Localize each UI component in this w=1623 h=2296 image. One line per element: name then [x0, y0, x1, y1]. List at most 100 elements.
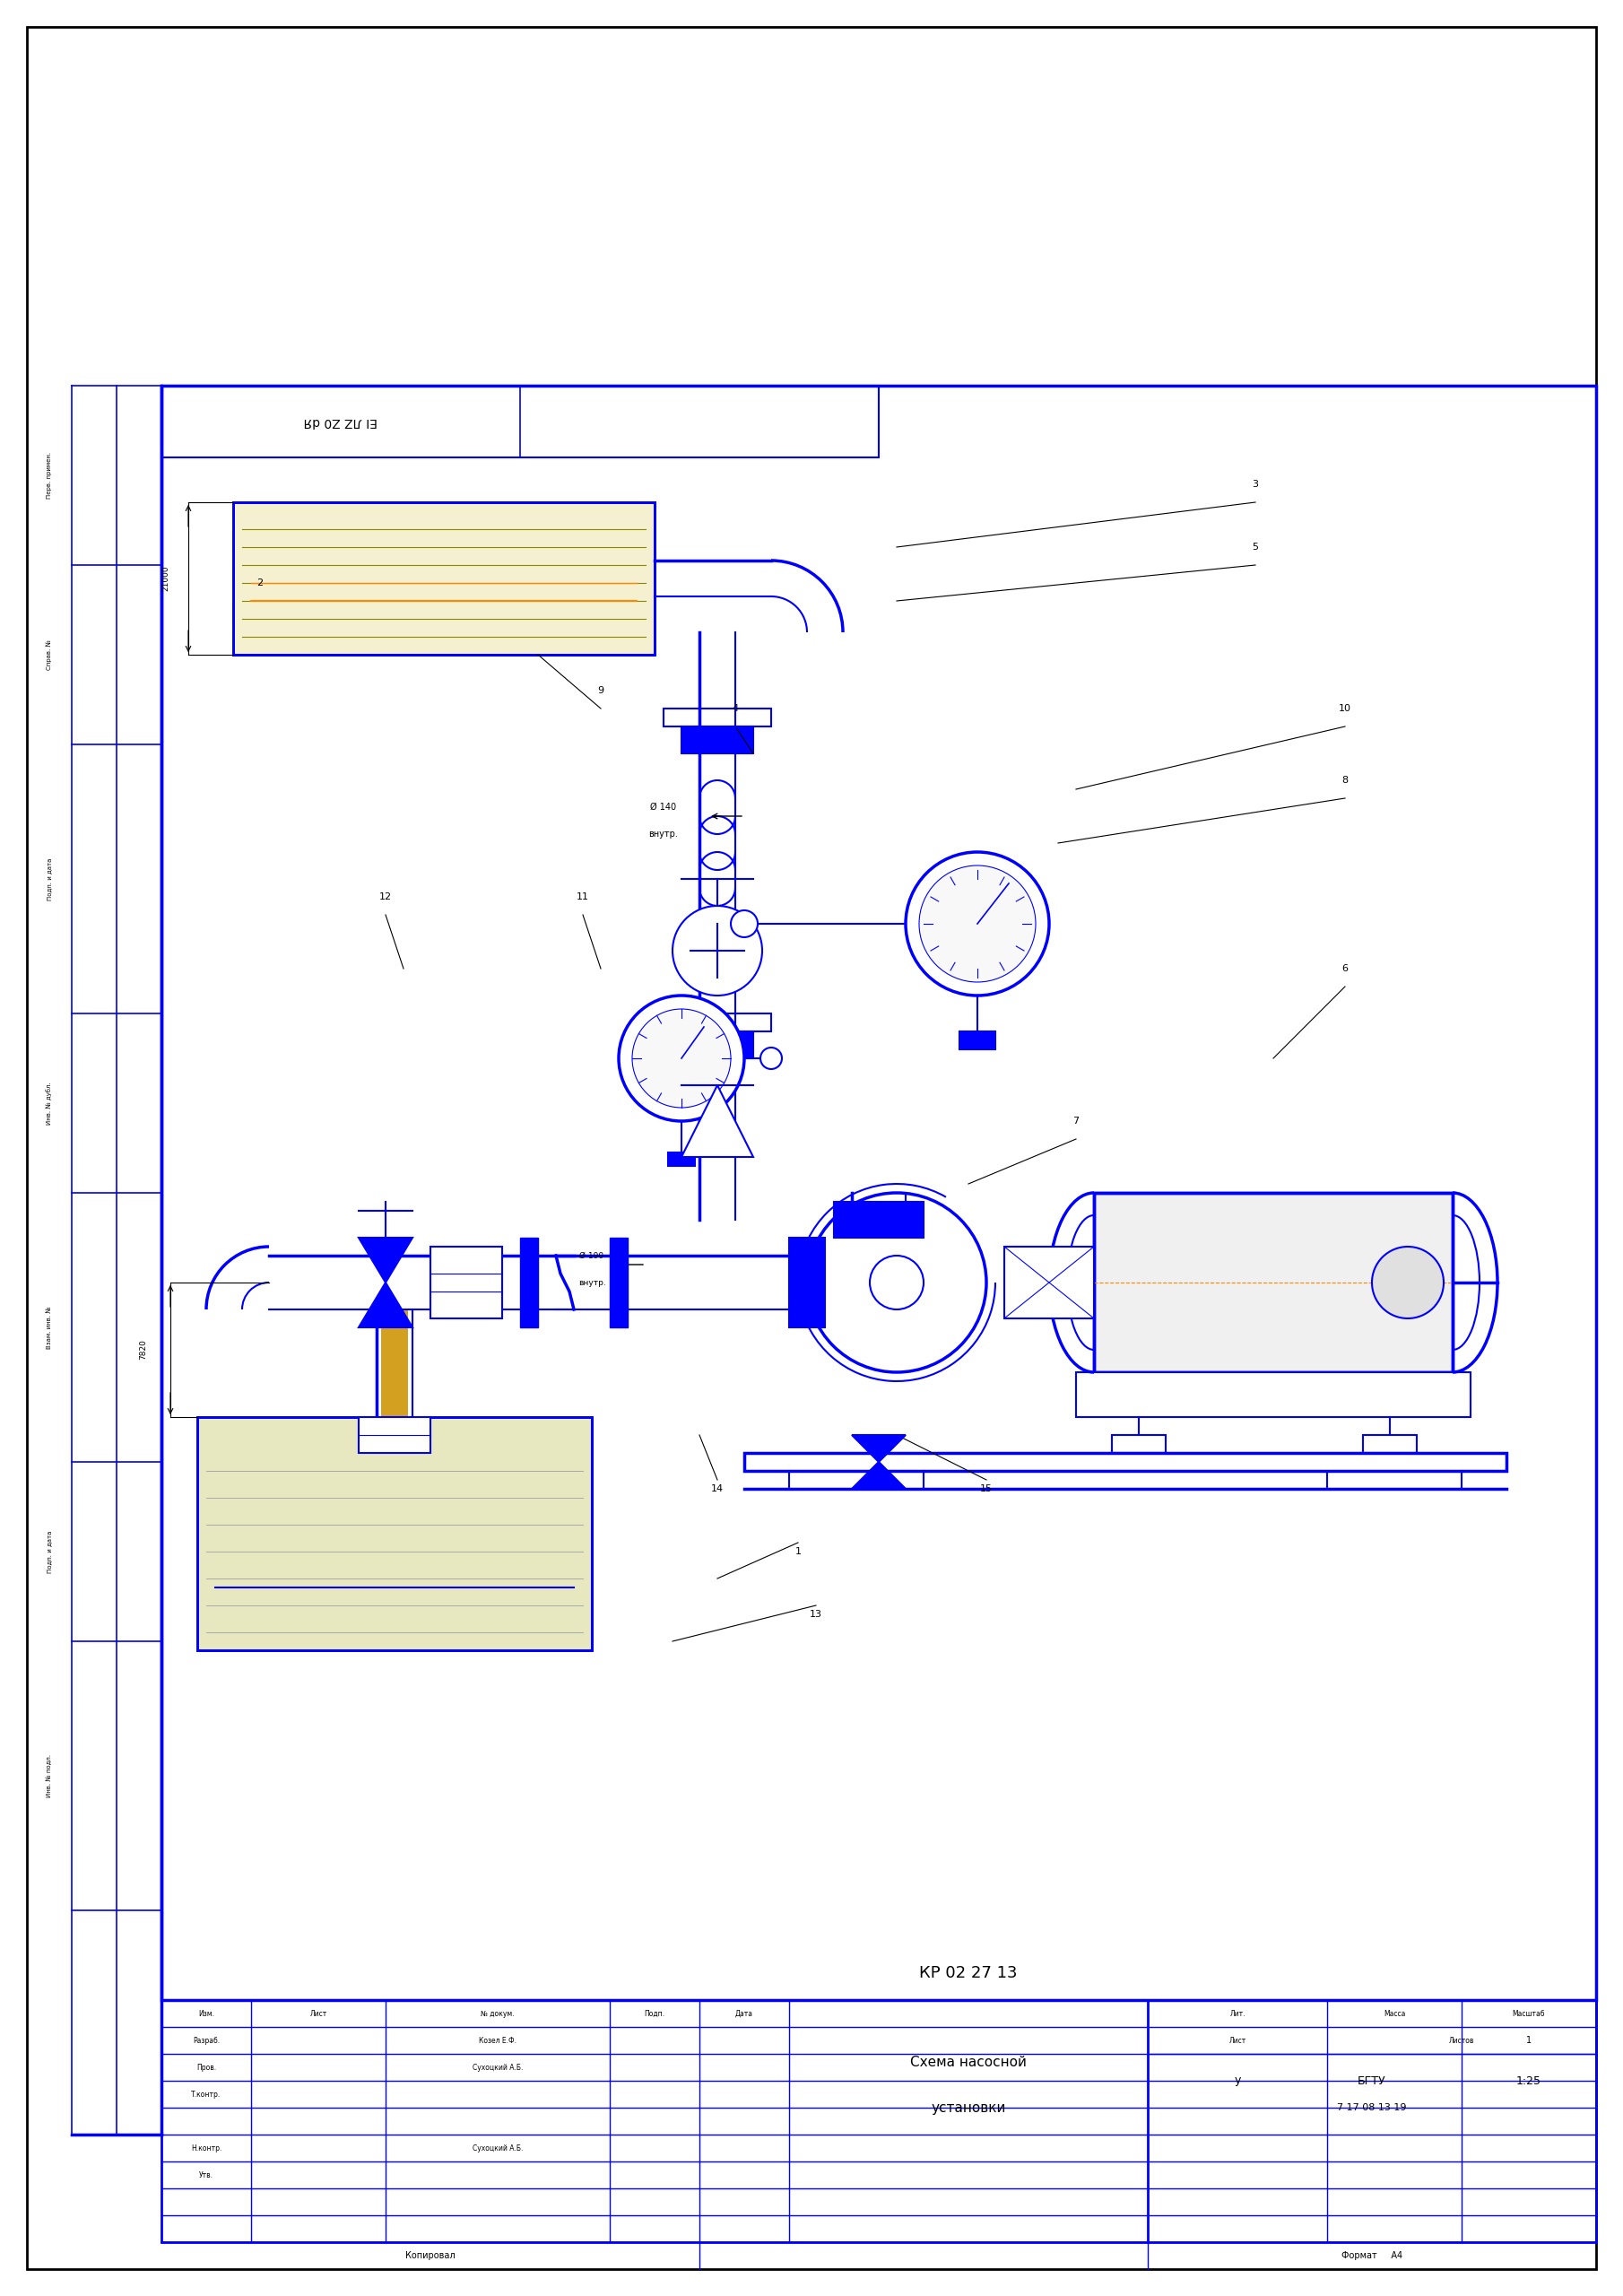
- Text: Лист: Лист: [1229, 2037, 1246, 2043]
- Polygon shape: [852, 1435, 906, 1463]
- Text: внутр.: внутр.: [578, 1279, 605, 1286]
- Text: 1: 1: [1526, 2037, 1532, 2046]
- Text: Ø 190: Ø 190: [579, 1251, 604, 1261]
- Text: 12: 12: [380, 893, 391, 902]
- Text: Листов: Листов: [1449, 2037, 1474, 2043]
- Text: Дата: Дата: [735, 2009, 753, 2018]
- Bar: [1076, 1373, 1470, 1417]
- Text: Копировал: Копировал: [406, 2250, 456, 2259]
- Bar: [664, 709, 771, 726]
- Bar: [440, 1256, 493, 1309]
- Text: Подп.: Подп.: [644, 2009, 665, 2018]
- Bar: [745, 1453, 1506, 1472]
- Text: Козел Е.Ф.: Козел Е.Ф.: [479, 2037, 516, 2043]
- Polygon shape: [359, 1238, 412, 1283]
- Text: 3: 3: [1253, 480, 1258, 489]
- Bar: [1094, 1194, 1453, 1373]
- Text: 7820: 7820: [140, 1339, 148, 1359]
- Text: Взам. инв. №: Взам. инв. №: [47, 1306, 52, 1348]
- Bar: [161, 386, 878, 457]
- Text: 5: 5: [1253, 542, 1258, 551]
- Bar: [1112, 1435, 1165, 1453]
- Bar: [381, 1309, 407, 1417]
- Circle shape: [919, 866, 1035, 983]
- Text: Утв.: Утв.: [200, 2172, 213, 2179]
- Text: БГТУ: БГТУ: [1358, 2076, 1386, 2087]
- Text: Схема насосной: Схема насосной: [911, 2057, 1027, 2069]
- Bar: [682, 726, 753, 753]
- Text: 4: 4: [732, 705, 738, 714]
- Text: Ø 140: Ø 140: [651, 804, 677, 813]
- Text: 21000: 21000: [162, 565, 170, 592]
- Bar: [198, 1417, 592, 1651]
- Text: Т.контр.: Т.контр.: [192, 2089, 221, 2099]
- Text: Подп. и дата: Подп. и дата: [47, 1531, 52, 1573]
- Polygon shape: [682, 1086, 753, 1157]
- Circle shape: [633, 1008, 730, 1107]
- Text: ЕI ЛZ Z0 dЯ: ЕI ЛZ Z0 dЯ: [304, 416, 378, 427]
- Text: Н.контр.: Н.контр.: [192, 2144, 222, 2151]
- Polygon shape: [359, 1283, 412, 1327]
- Text: № докум.: № докум.: [480, 2009, 514, 2018]
- Text: 13: 13: [810, 1609, 823, 1619]
- Bar: [789, 1238, 824, 1327]
- Text: 15: 15: [980, 1483, 993, 1492]
- Circle shape: [906, 852, 1048, 996]
- Text: 6: 6: [1342, 964, 1349, 974]
- Bar: [1005, 1247, 1094, 1318]
- Text: 1:25: 1:25: [1516, 2076, 1542, 2087]
- Text: Сухоцкий А.Б.: Сухоцкий А.Б.: [472, 2144, 523, 2151]
- Text: Масштаб: Масштаб: [1513, 2009, 1545, 2018]
- Bar: [234, 503, 654, 654]
- Bar: [1094, 1194, 1453, 1373]
- Text: 1: 1: [795, 1548, 802, 1557]
- Circle shape: [672, 907, 763, 996]
- Text: Справ. №: Справ. №: [47, 641, 52, 670]
- Bar: [664, 1013, 771, 1031]
- Bar: [161, 2000, 1595, 2243]
- Bar: [834, 1201, 923, 1238]
- Text: Формат     А4: Формат А4: [1341, 2250, 1402, 2259]
- Bar: [234, 503, 654, 654]
- Text: 8: 8: [1342, 776, 1349, 785]
- Bar: [682, 1031, 753, 1058]
- Circle shape: [807, 1194, 987, 1373]
- Bar: [161, 386, 1595, 2000]
- Text: 11: 11: [576, 893, 589, 902]
- Text: Разраб.: Разраб.: [193, 2037, 219, 2043]
- Text: 9: 9: [597, 687, 604, 696]
- Text: Пров.: Пров.: [196, 2064, 216, 2071]
- Circle shape: [761, 1047, 782, 1070]
- Text: Подп. и дата: Подп. и дата: [47, 859, 52, 900]
- Bar: [198, 1417, 592, 1651]
- Text: Инв. № подл.: Инв. № подл.: [47, 1754, 52, 1798]
- Text: 2: 2: [256, 579, 263, 588]
- Text: 14: 14: [711, 1483, 724, 1492]
- Bar: [430, 1247, 502, 1318]
- Bar: [610, 1238, 628, 1327]
- Text: Масса: Масса: [1383, 2009, 1406, 2018]
- Text: Лист: Лист: [310, 2009, 326, 2018]
- Bar: [669, 1153, 695, 1166]
- Text: внутр.: внутр.: [649, 829, 678, 838]
- Text: установки: установки: [932, 2101, 1006, 2115]
- Text: Лит.: Лит.: [1230, 2009, 1245, 2018]
- Bar: [1363, 1435, 1417, 1453]
- Text: 7 17 08 13 19: 7 17 08 13 19: [1337, 2103, 1407, 2112]
- Polygon shape: [852, 1463, 906, 1488]
- Circle shape: [730, 909, 758, 937]
- Bar: [519, 1238, 537, 1327]
- Bar: [161, 386, 519, 457]
- Text: Инв. № дубл.: Инв. № дубл.: [47, 1081, 52, 1125]
- Text: Изм.: Изм.: [198, 2009, 214, 2018]
- Circle shape: [1371, 1247, 1444, 1318]
- Text: 10: 10: [1339, 705, 1352, 714]
- Text: Перв. примен.: Перв. примен.: [47, 452, 52, 498]
- Text: КР 02 27 13: КР 02 27 13: [919, 1965, 1018, 1981]
- Bar: [359, 1417, 430, 1453]
- Text: 7: 7: [1073, 1116, 1079, 1125]
- Bar: [959, 1031, 995, 1049]
- Text: у: у: [1233, 2076, 1240, 2087]
- Text: Сухоцкий А.Б.: Сухоцкий А.Б.: [472, 2064, 523, 2071]
- Circle shape: [618, 996, 745, 1120]
